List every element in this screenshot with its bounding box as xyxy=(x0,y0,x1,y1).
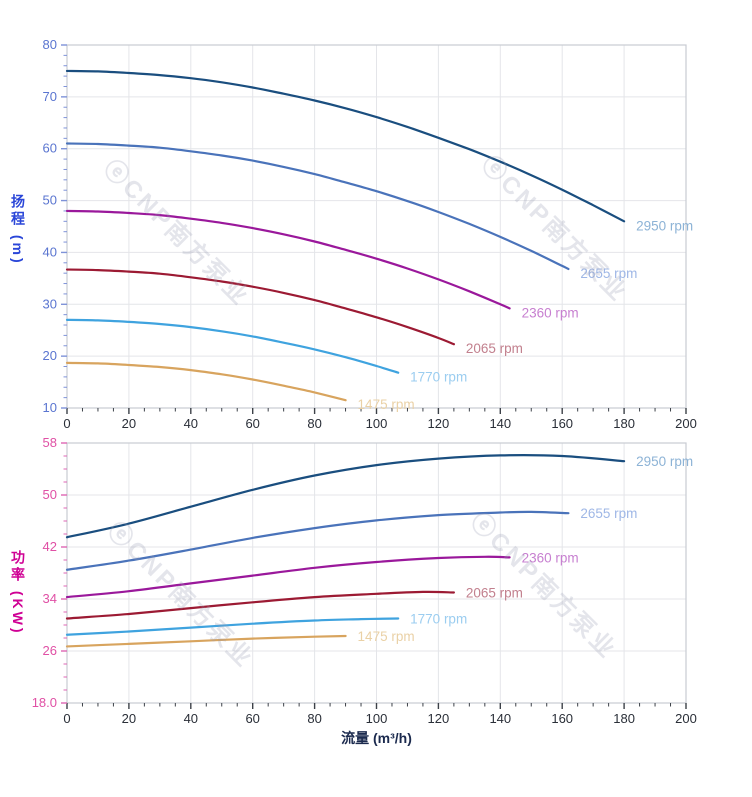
y-tick-label: 70 xyxy=(43,89,57,104)
curve-2655-rpm xyxy=(65,142,570,271)
curve-label-1475-rpm: 1475 rpm xyxy=(358,397,415,412)
curve-2655-rpm xyxy=(65,510,570,571)
curve-2950-rpm xyxy=(65,69,626,223)
curve-label-2655-rpm: 2655 rpm xyxy=(580,266,637,281)
y-tick-label: 20 xyxy=(43,348,57,363)
x-tick-label: 180 xyxy=(613,711,635,726)
curve-2065-rpm xyxy=(65,590,455,620)
x-tick-label: 160 xyxy=(551,416,573,431)
head-chart: 0 20 40 60 80 100 120 140 160 180 200 10 20 30 40 50 60 7… xyxy=(43,37,697,431)
x-tick-label: 200 xyxy=(675,416,697,431)
x-tick-label: 140 xyxy=(489,711,511,726)
x-tick-label: 20 xyxy=(122,711,136,726)
power-axis-title: 功率 (KW) xyxy=(10,550,26,636)
x-tick-label: 40 xyxy=(184,711,198,726)
curve-1475-rpm xyxy=(65,361,347,402)
curve-2065-rpm xyxy=(65,268,455,346)
x-tick-label: 80 xyxy=(307,416,321,431)
x-tick-label: 200 xyxy=(675,711,697,726)
y-tick-label: 58 xyxy=(43,435,57,450)
curve-label-2360-rpm: 2360 rpm xyxy=(522,305,579,320)
head-axis-title: 扬程 (m) xyxy=(10,194,26,266)
curve-label-2655-rpm: 2655 rpm xyxy=(580,506,637,521)
x-tick-label: 180 xyxy=(613,416,635,431)
y-tick-label: 26 xyxy=(43,643,57,658)
y-tick-label: 30 xyxy=(43,296,57,311)
x-tick-label: 160 xyxy=(551,711,573,726)
curve-label-1475-rpm: 1475 rpm xyxy=(358,629,415,644)
curve-2950-rpm xyxy=(65,454,626,539)
curve-1770-rpm xyxy=(65,318,400,374)
y-tick-label: 34 xyxy=(43,591,57,606)
x-tick-label: 100 xyxy=(366,711,388,726)
curve-2360-rpm xyxy=(65,209,511,310)
y-tick-label: 80 xyxy=(43,37,57,52)
curve-label-1770-rpm: 1770 rpm xyxy=(410,370,467,385)
x-tick-label: 0 xyxy=(63,711,70,726)
curve-label-2360-rpm: 2360 rpm xyxy=(522,550,579,565)
x-tick-label: 120 xyxy=(428,711,450,726)
x-tick-label: 140 xyxy=(489,416,511,431)
x-tick-label: 60 xyxy=(245,711,259,726)
flow-axis-title: 流量 (m³/h) xyxy=(341,730,412,746)
x-tick-label: 100 xyxy=(366,416,388,431)
curve-label-1770-rpm: 1770 rpm xyxy=(410,612,467,627)
curve-label-2950-rpm: 2950 rpm xyxy=(636,454,693,469)
x-tick-label: 0 xyxy=(63,416,70,431)
x-tick-label: 120 xyxy=(428,416,450,431)
curve-label-2950-rpm: 2950 rpm xyxy=(636,218,693,233)
y-tick-label: 40 xyxy=(43,244,57,259)
y-tick-label: 50 xyxy=(43,193,57,208)
y-tick-label: 42 xyxy=(43,539,57,554)
x-tick-label: 80 xyxy=(307,711,321,726)
curve-label-2065-rpm: 2065 rpm xyxy=(466,586,523,601)
curve-2360-rpm xyxy=(65,555,511,599)
curve-1770-rpm xyxy=(65,617,400,636)
x-tick-label: 40 xyxy=(184,416,198,431)
y-tick-label: 60 xyxy=(43,141,57,156)
curve-label-2065-rpm: 2065 rpm xyxy=(466,341,523,356)
y-tick-label: 50 xyxy=(43,487,57,502)
y-tick-label: 10 xyxy=(43,400,57,415)
x-tick-label: 60 xyxy=(245,416,259,431)
power-chart: 0 20 40 60 80 100 120 140 160 180 200 18.0 26 34 42 50 5… xyxy=(32,435,697,726)
curve-1475-rpm xyxy=(65,634,347,648)
y-tick-label: 18.0 xyxy=(32,695,57,710)
x-tick-label: 20 xyxy=(122,416,136,431)
